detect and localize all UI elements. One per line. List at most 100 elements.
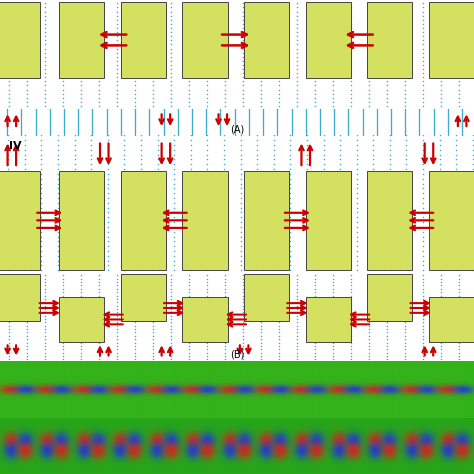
Point [3,241,10,248]
Point [131,4,139,11]
Point [249,175,257,183]
Point [401,52,409,59]
Point [104,237,112,245]
Point [359,122,366,129]
Point [250,65,257,73]
Point [311,194,319,202]
Point [167,53,175,61]
Point [401,322,409,329]
Point [239,288,247,296]
Point [78,221,85,229]
Point [276,248,283,256]
Point [41,73,49,81]
Point [221,349,229,356]
Point [103,126,110,134]
Point [369,228,377,236]
Point [3,237,10,245]
Point [303,151,311,158]
Point [77,349,85,356]
Point [139,276,147,284]
Point [329,349,337,356]
Point [373,108,381,115]
Point [419,199,427,207]
Point [203,90,211,98]
Point [461,327,468,334]
Point [249,221,257,229]
Point [71,213,79,221]
Point [458,131,466,138]
Point [387,49,395,56]
Point [29,311,37,319]
Point [316,131,324,138]
Point [21,170,28,178]
Point [347,90,355,98]
Point [41,356,49,363]
Point [167,288,175,296]
Point [449,29,456,37]
Point [365,78,373,85]
Point [149,36,157,44]
Point [3,111,11,119]
Point [54,218,62,226]
Point [167,65,175,73]
Point [458,116,466,123]
Point [353,161,360,168]
Point [21,204,28,211]
Point [89,108,96,115]
Point [203,4,211,11]
Point [259,114,267,121]
Point [345,131,352,138]
Point [71,228,79,236]
Point [337,237,344,245]
Point [456,282,463,289]
Point [399,252,407,260]
Point [337,170,344,178]
Point [87,132,95,139]
Point [202,109,210,117]
Point [214,172,222,179]
Point [185,305,193,313]
Point [403,151,410,158]
Point [401,49,409,56]
Point [461,311,468,319]
Point [131,325,139,333]
Point [293,299,301,306]
Point [87,199,95,207]
Point [103,114,110,121]
Point [91,309,99,317]
Point [117,127,125,135]
Point [259,111,267,119]
Point [369,165,377,173]
Point [203,78,211,85]
Point [188,23,196,30]
Point [188,210,195,218]
Point [273,115,281,122]
Point [221,339,229,346]
Point [188,329,195,337]
Point [386,306,393,314]
Point [188,229,195,237]
Point [214,297,222,304]
Point [23,57,31,64]
Point [103,113,110,121]
Point [311,28,319,36]
Point [201,252,209,260]
Point [29,282,37,289]
Bar [306,297,351,342]
Point [91,179,99,187]
Point [276,202,283,210]
Point [217,128,224,135]
Point [438,0,445,7]
Point [288,124,295,132]
Point [149,319,157,326]
Point [154,218,162,226]
Point [188,183,195,191]
Point [419,302,427,310]
Point [401,122,409,129]
Point [18,123,25,130]
Point [293,4,301,11]
Point [16,306,24,314]
Point [18,110,25,118]
Point [5,299,13,306]
Point [319,170,327,178]
